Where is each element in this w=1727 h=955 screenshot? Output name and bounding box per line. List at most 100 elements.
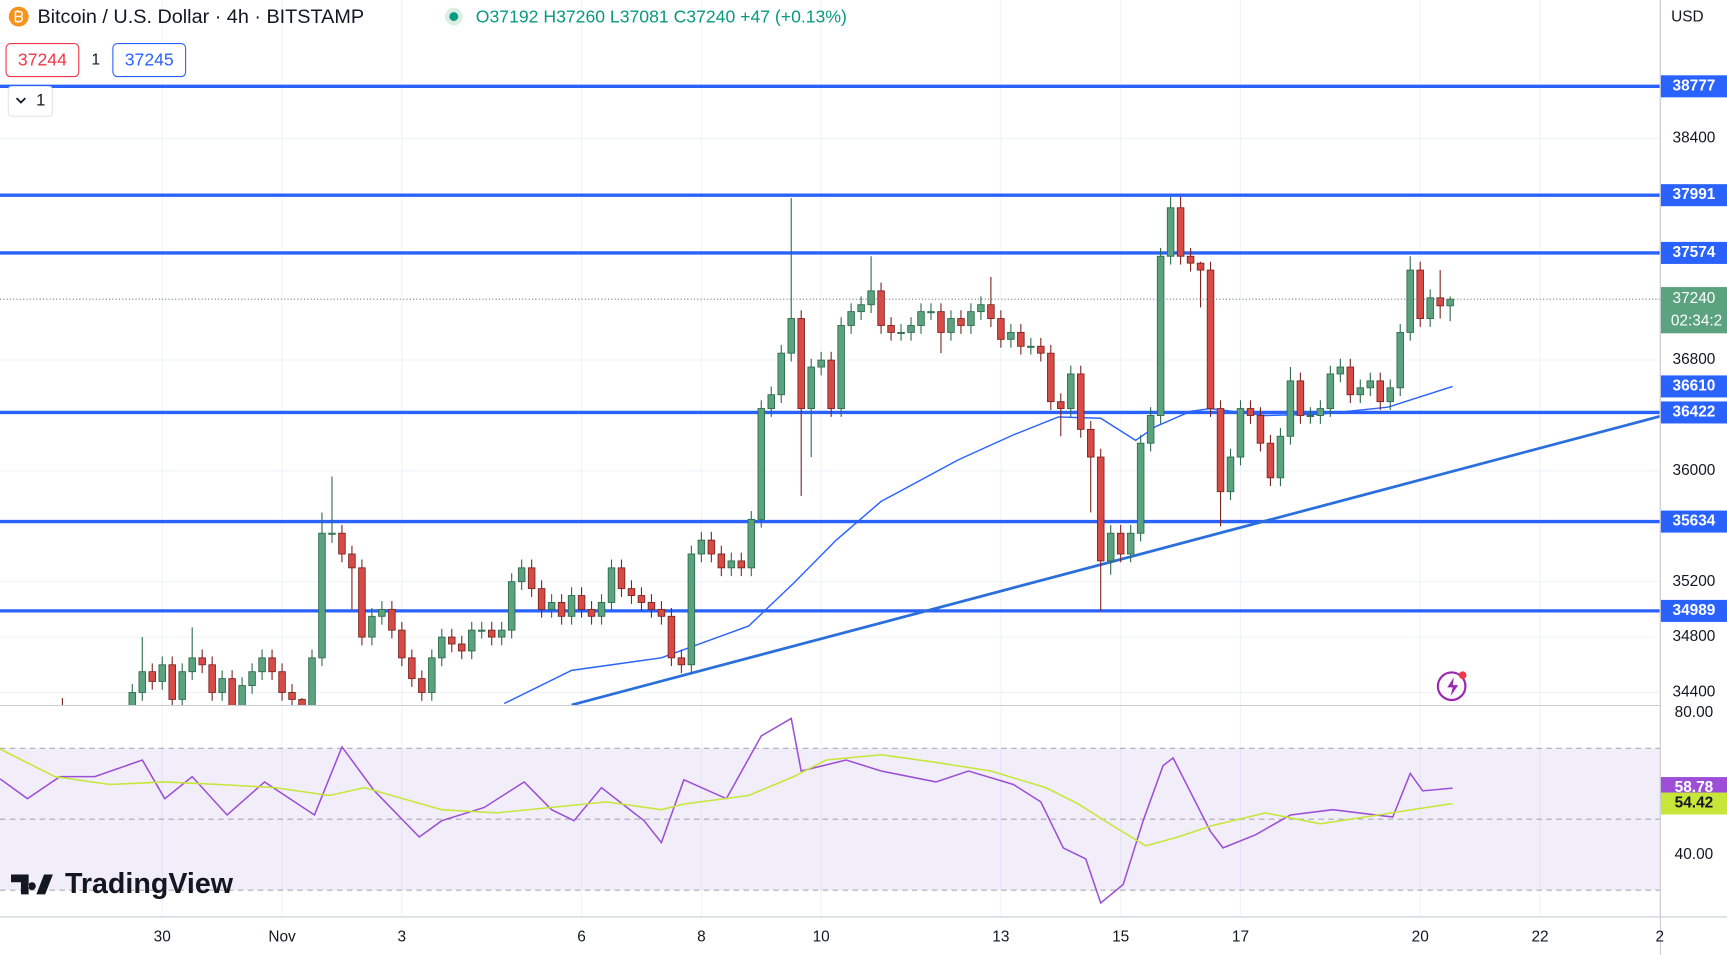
candle-body xyxy=(787,318,795,354)
candle-body xyxy=(448,636,456,645)
candle-body xyxy=(398,629,406,659)
candle-body xyxy=(1196,262,1205,271)
candle-body xyxy=(1296,380,1305,416)
watermark: TradingView xyxy=(11,868,234,900)
candle-body xyxy=(907,325,915,333)
candle-body xyxy=(1027,345,1035,348)
candle-body xyxy=(1396,331,1404,389)
buy-button[interactable] xyxy=(112,42,187,78)
candle-body xyxy=(208,664,216,693)
candle-body xyxy=(1126,532,1135,555)
candle-body xyxy=(707,539,716,555)
interval-dropdown[interactable] xyxy=(7,85,53,117)
candle-body xyxy=(547,602,556,610)
candle-body xyxy=(657,608,666,617)
ohlc-legend: O37192 H37260 L37081 C37240 +47 (+0.13%) xyxy=(476,6,847,26)
rsi-ma-tag: 54.42 xyxy=(1675,795,1714,812)
candle-body xyxy=(1386,387,1394,403)
candle-body xyxy=(737,560,746,569)
last-price-tag-bg xyxy=(1660,287,1727,334)
candle-body xyxy=(1216,408,1225,493)
candle-body xyxy=(1336,366,1345,375)
x-tick-label: 8 xyxy=(697,928,706,945)
x-tick-label: 2 xyxy=(1656,928,1665,945)
candle-body xyxy=(527,567,536,590)
sell-price[interactable]: 37244 xyxy=(18,49,67,69)
candle-body xyxy=(228,678,236,705)
candle-body xyxy=(458,643,466,652)
level-tag: 35634 xyxy=(1673,513,1716,530)
status-dot-inner xyxy=(449,12,459,21)
candle-body xyxy=(577,595,586,610)
candle-body xyxy=(887,325,895,333)
header: Bitcoin / U.S. Dollar · 4h · BITSTAMP O3… xyxy=(5,6,1704,117)
rsi-ma-tag-bg xyxy=(1660,792,1727,815)
candle-body xyxy=(1356,387,1365,396)
y-tick-label: 38400 xyxy=(1673,130,1716,147)
candle-body xyxy=(348,553,356,569)
candle-body xyxy=(937,311,945,333)
candle-body xyxy=(677,657,686,666)
candle-body xyxy=(288,692,296,700)
candle-body xyxy=(517,567,526,583)
candle-body xyxy=(967,311,975,326)
level-tag: 36422 xyxy=(1673,404,1716,421)
candle-body xyxy=(977,304,985,313)
interval-value[interactable]: 1 xyxy=(36,91,45,110)
ma-tag: 36610 xyxy=(1673,377,1716,394)
candle-body xyxy=(198,657,206,666)
candle-body xyxy=(408,657,416,680)
candle-body xyxy=(318,532,326,659)
candle-body xyxy=(957,318,965,326)
sell-button[interactable] xyxy=(5,42,80,78)
candle-body xyxy=(158,664,166,682)
candle-body xyxy=(1037,345,1045,354)
candle-body xyxy=(1306,415,1315,418)
candle-body xyxy=(947,318,955,333)
x-tick-label: Nov xyxy=(268,928,296,945)
candle-body xyxy=(927,311,935,314)
candle-body xyxy=(607,567,616,603)
candle-body xyxy=(238,685,246,705)
candle-body xyxy=(1316,408,1325,416)
candle-body xyxy=(897,331,905,334)
candle-body xyxy=(1286,380,1295,437)
candle-body xyxy=(1256,415,1265,444)
candle-body xyxy=(1136,442,1145,534)
candle-body xyxy=(338,532,346,555)
candle-body xyxy=(178,671,186,700)
rsi-line xyxy=(0,748,1453,847)
candle-body xyxy=(1226,456,1235,493)
candle-body xyxy=(837,325,845,410)
candle-body xyxy=(1206,269,1215,410)
x-tick-label: 17 xyxy=(1232,928,1249,945)
candle-body xyxy=(138,671,147,693)
ma-tag-bg xyxy=(1660,375,1727,398)
candle-body xyxy=(388,608,396,631)
candle-body xyxy=(717,553,726,569)
candle-body xyxy=(617,567,626,590)
candle-body xyxy=(1186,255,1195,264)
candle-body xyxy=(358,567,366,638)
x-tick-label: 20 xyxy=(1412,928,1429,945)
candle-body xyxy=(797,318,805,410)
chevron xyxy=(15,97,26,104)
candle-body xyxy=(817,359,825,368)
currency[interactable]: USD xyxy=(1671,9,1704,26)
candle-body xyxy=(328,532,336,535)
level-tag-bg xyxy=(1660,599,1727,622)
buy-price[interactable]: 37245 xyxy=(125,49,174,69)
candle-body xyxy=(647,602,656,610)
candle-body xyxy=(1436,297,1444,307)
candle-body xyxy=(1236,408,1245,458)
candle-body xyxy=(477,629,486,632)
candle-body xyxy=(667,615,676,659)
level-tag: 38777 xyxy=(1673,77,1716,94)
candle-body xyxy=(1246,408,1255,416)
candle-body xyxy=(308,657,316,705)
trend-line xyxy=(571,415,1660,705)
countdown: 02:34:2 xyxy=(1671,312,1722,329)
candle-body xyxy=(627,588,636,596)
